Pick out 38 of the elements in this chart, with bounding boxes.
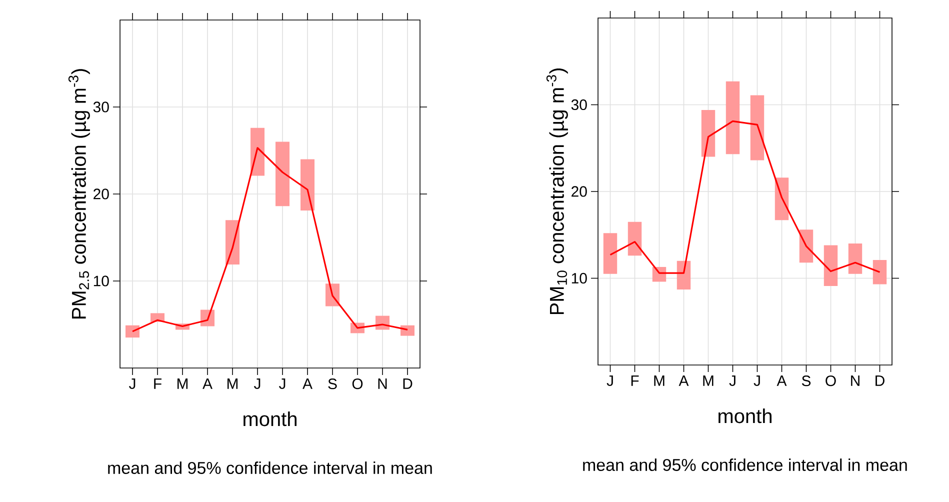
x-axis-title: month xyxy=(244,412,296,426)
y-tick-label: 30 xyxy=(93,102,109,112)
x-tick-label: A xyxy=(776,376,787,386)
x-tick-label: D xyxy=(876,376,884,386)
x-axis-title: month xyxy=(718,408,772,424)
x-tick-label: D xyxy=(403,378,412,389)
x-tick-label: M xyxy=(703,376,714,386)
x-tick-label: S xyxy=(802,376,811,386)
x-tick-label: F xyxy=(631,376,639,386)
y-axis-title: PM$_{2.5}$ concentration (µg m$^{-3}$) xyxy=(68,69,90,318)
text: mean and 95% confidence interval in mean xyxy=(583,458,907,472)
x-tick-label: M xyxy=(654,376,664,386)
y-tick-label: 10 xyxy=(572,272,587,284)
x-tick-label: J xyxy=(606,376,613,386)
text: mean and 95% confidence interval in mean xyxy=(108,462,432,474)
y-tick-label: 30 xyxy=(571,99,587,110)
y-tick-label: 20 xyxy=(94,188,109,200)
x-tick-label: J xyxy=(278,378,286,389)
x-tick-label: N xyxy=(378,378,387,389)
x-tick-label: J xyxy=(254,378,260,389)
x-tick-label: O xyxy=(352,378,363,390)
x-tick-label: M xyxy=(177,378,188,389)
y-tick-label: 10 xyxy=(94,276,109,286)
x-tick-label: N xyxy=(851,376,860,386)
x-tick-label: M xyxy=(227,378,238,389)
line-series xyxy=(132,147,408,332)
y-axis-title: PM$_{10}$ concentration (µg m$^{-3}$) xyxy=(546,68,568,314)
x-tick-label: J xyxy=(754,376,760,386)
x-tick-label: F xyxy=(154,378,162,389)
line-series xyxy=(609,120,881,274)
x-tick-label: A xyxy=(302,378,312,389)
x-tick-label: A xyxy=(678,376,689,386)
y-tick-label: 20 xyxy=(572,186,587,197)
x-tick-label: O xyxy=(826,376,836,386)
x-tick-label: A xyxy=(202,378,212,389)
x-tick-label: S xyxy=(328,378,337,390)
x-tick-label: J xyxy=(128,378,136,389)
x-tick-label: J xyxy=(729,376,736,386)
